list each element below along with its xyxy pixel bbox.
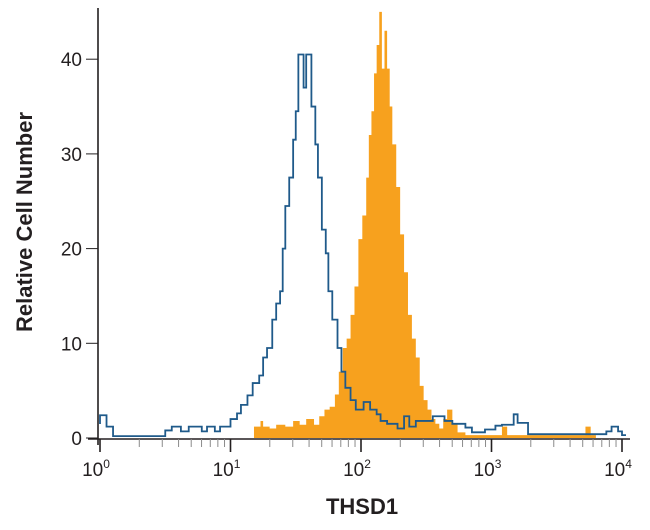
- y-tick-label: 10: [61, 334, 82, 355]
- x-axis-ticks: 100 101 102 103 104: [82, 439, 632, 481]
- outline-histogram-series: [99, 53, 626, 438]
- y-axis-title: Relative Cell Number: [12, 112, 37, 333]
- x-tick-label: 100: [82, 457, 110, 481]
- x-axis-title: THSD1: [326, 494, 398, 519]
- series-layer: [99, 11, 626, 438]
- y-axis-ticks: 0 10 20 30 40: [61, 50, 98, 450]
- x-tick-label: 104: [604, 457, 632, 481]
- x-tick-label: 101: [213, 457, 241, 481]
- x-tick-label: 102: [343, 457, 371, 481]
- x-tick-label: 103: [474, 457, 502, 481]
- y-tick-label: 40: [61, 50, 82, 71]
- y-tick-label: 20: [61, 240, 82, 261]
- y-tick-label: 0: [71, 429, 82, 450]
- y-tick-label: 30: [61, 145, 82, 166]
